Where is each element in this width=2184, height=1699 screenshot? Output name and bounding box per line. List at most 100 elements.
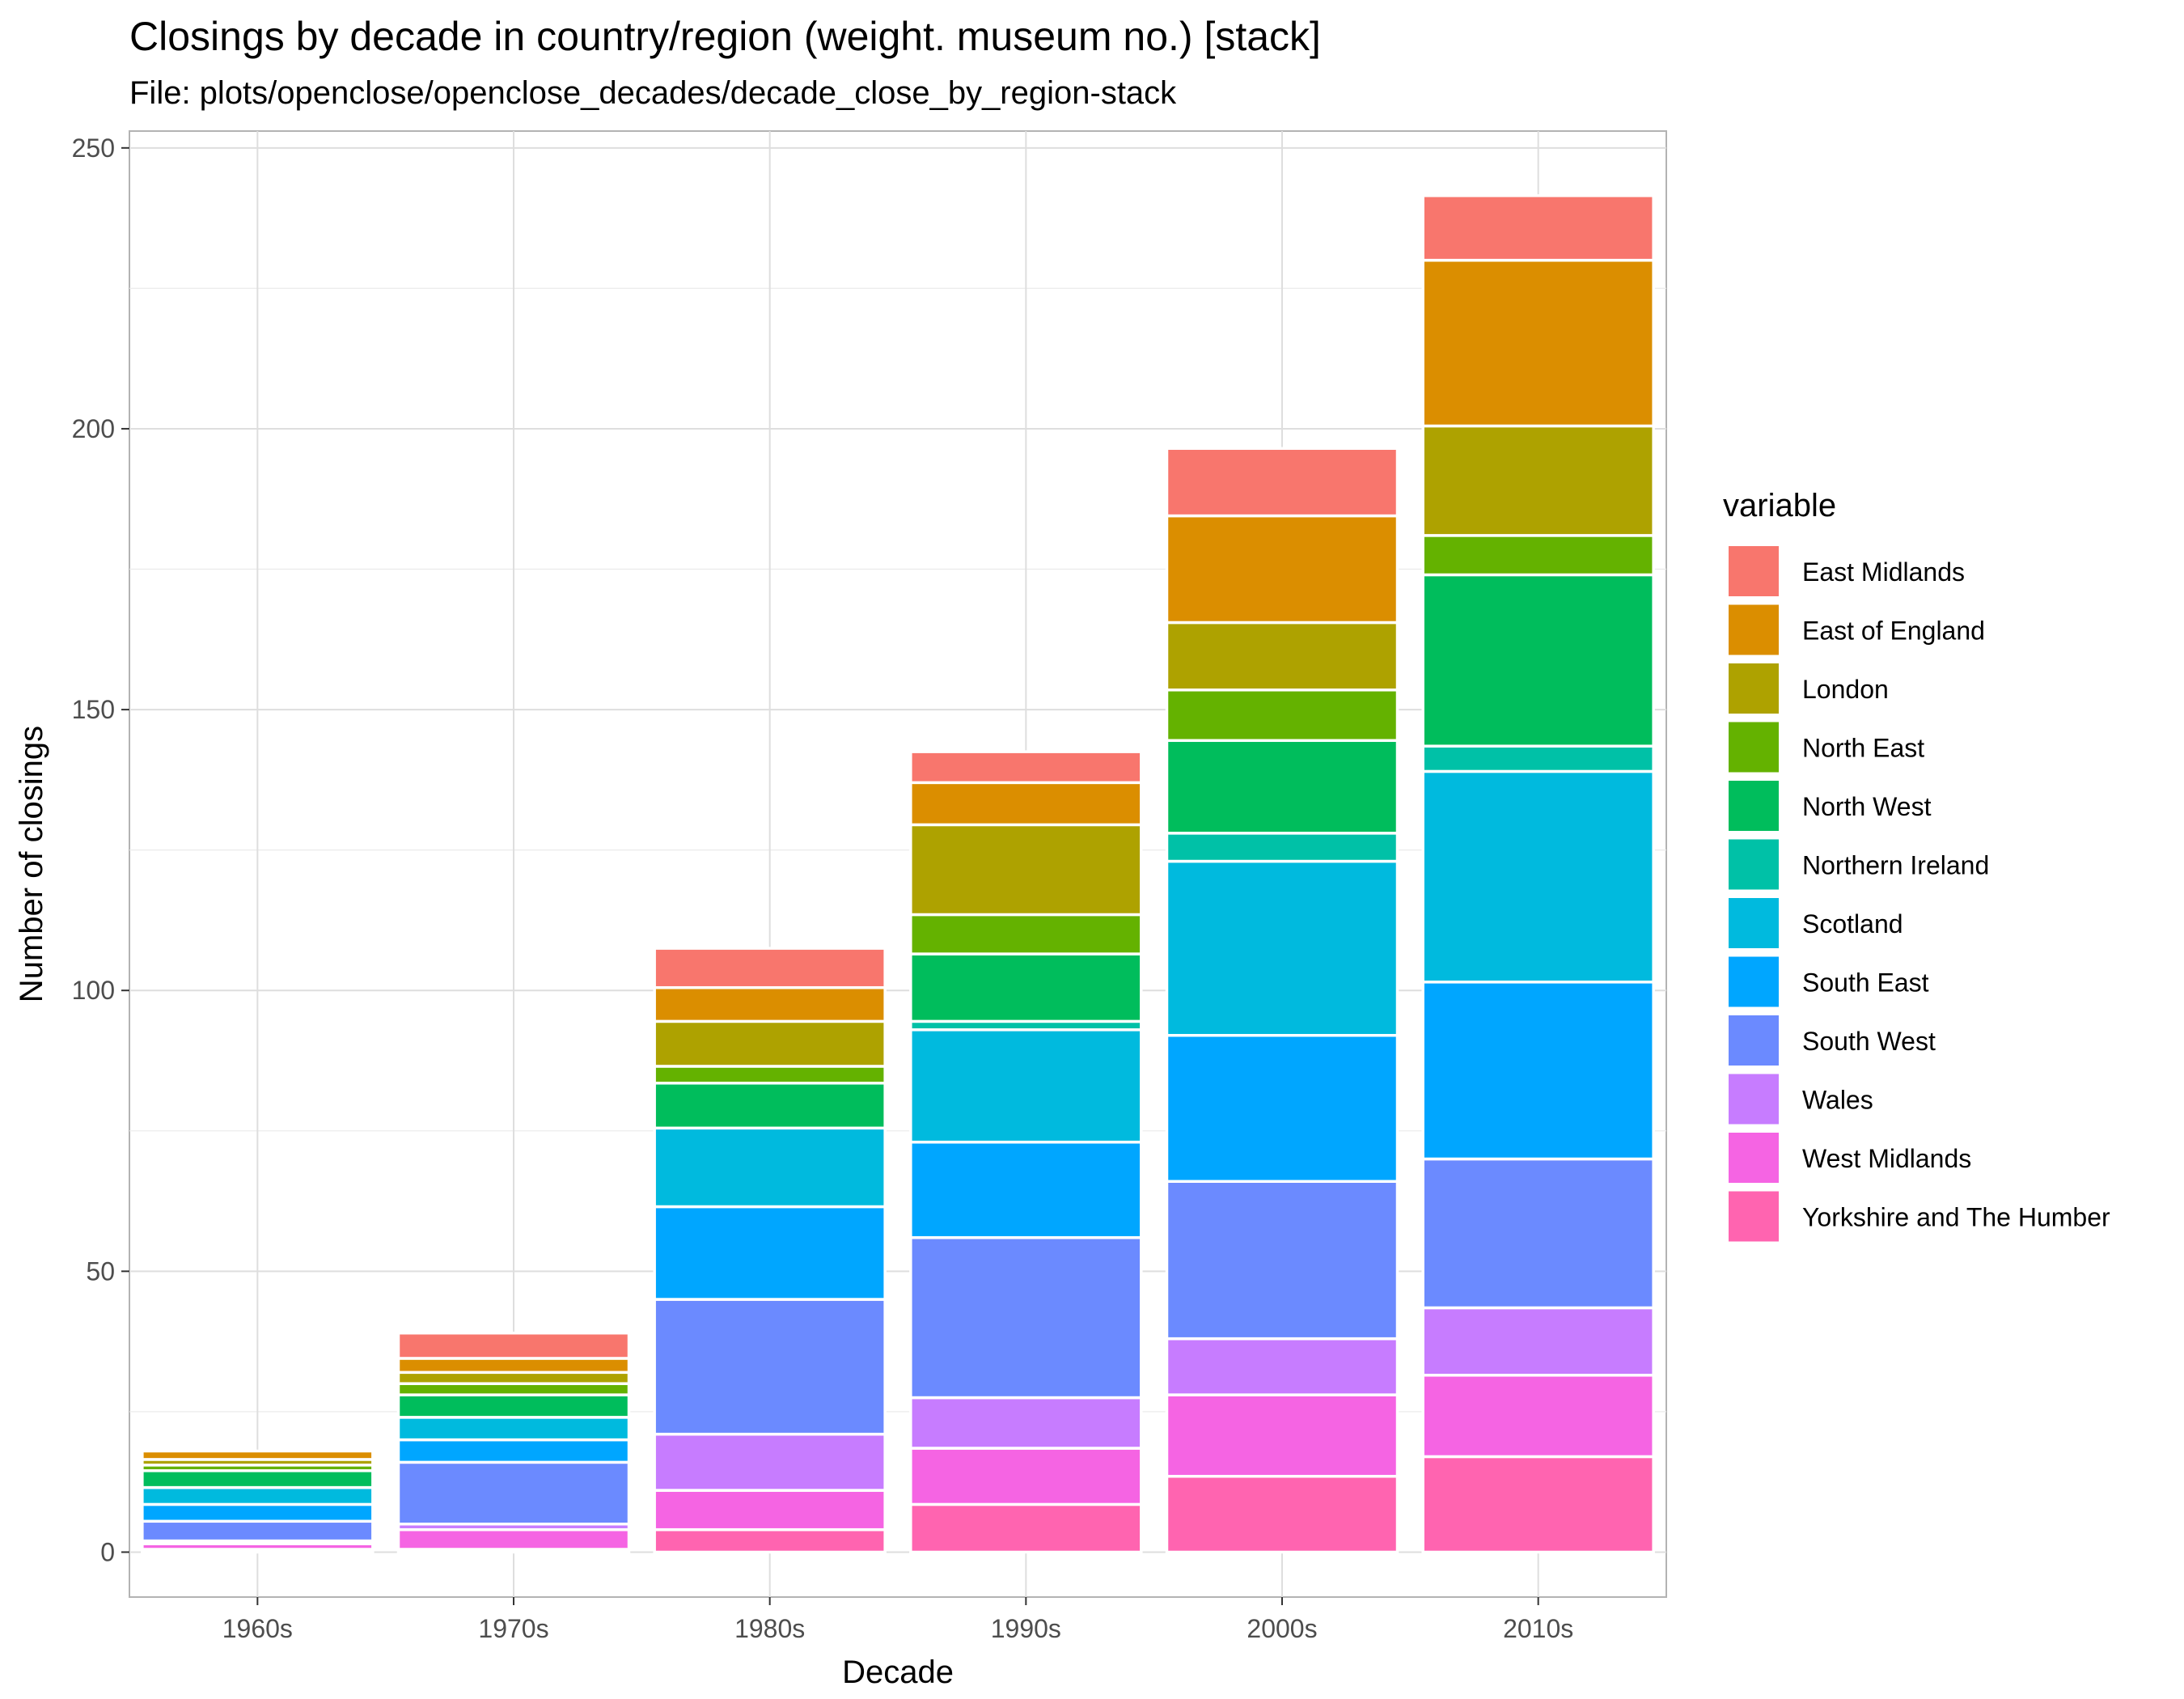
y-tick-label: 150: [72, 695, 115, 724]
y-tick-label: 250: [72, 133, 115, 163]
bar-segment: [909, 913, 1143, 955]
bar-segment: [141, 1502, 375, 1523]
bar-segment: [396, 1331, 631, 1360]
y-tick-label: 50: [86, 1256, 115, 1286]
legend-key: [1729, 604, 1779, 655]
legend-label: East Midlands: [1802, 557, 1965, 587]
legend-label: Yorkshire and The Humber: [1802, 1203, 2110, 1232]
bar-segment: [909, 1028, 1143, 1144]
legend-key: [1729, 663, 1779, 714]
bar-segment: [909, 781, 1143, 827]
x-tick-label: 1970s: [478, 1614, 548, 1643]
bar-segment: [1165, 859, 1399, 1037]
x-axis: 1960s 1970s 1980s 1990s 2000s 2010s: [222, 1597, 1573, 1643]
plot-panel: [129, 130, 1667, 1598]
bar-segment: [141, 1449, 375, 1461]
bar-segment: [653, 1019, 887, 1068]
legend-label: North East: [1802, 734, 1924, 763]
x-axis-title: Decade: [842, 1655, 954, 1690]
bar-segment: [1165, 688, 1399, 743]
y-tick-label: 100: [72, 976, 115, 1005]
bar-segment: [1421, 258, 1655, 428]
y-axis: 0 50 100 150 200 250: [72, 133, 129, 1566]
bar-segment: [653, 947, 887, 989]
bar-segment: [141, 1485, 375, 1506]
bar-segment: [653, 1082, 887, 1130]
legend-key: [1729, 781, 1779, 831]
bar-segment: [396, 1416, 631, 1442]
grid-lines: [129, 131, 1666, 1597]
y-tick-label: 200: [72, 414, 115, 443]
bar-segment: [396, 1460, 631, 1526]
bar-segment: [653, 1527, 887, 1554]
bar-segment: [1421, 194, 1655, 262]
legend-key: [1729, 1074, 1779, 1125]
bar-segment: [1165, 1393, 1399, 1478]
legend-key: [1729, 839, 1779, 890]
legend-label: Wales: [1802, 1086, 1873, 1115]
bar-segment: [909, 1447, 1143, 1506]
bar-segment: [653, 1298, 887, 1436]
bar-segment: [653, 1126, 887, 1209]
legend-label: South East: [1802, 968, 1929, 998]
bars: [141, 194, 1655, 1554]
legend-key: [1729, 1191, 1779, 1242]
legend-label: West Midlands: [1802, 1144, 1971, 1173]
bar-segment: [1165, 1337, 1399, 1396]
bar-segment: [396, 1527, 631, 1551]
legend-key: [1729, 546, 1779, 596]
legend-title: variable: [1723, 488, 1836, 523]
legend-key: [1729, 722, 1779, 773]
x-tick-label: 2000s: [1246, 1614, 1317, 1643]
bar-segment: [1421, 573, 1655, 748]
legend-key: [1729, 1015, 1779, 1066]
bar-segment: [653, 1065, 887, 1085]
legend-key: [1729, 898, 1779, 948]
x-tick-label: 1960s: [222, 1614, 293, 1643]
bar-segment: [909, 1235, 1143, 1400]
bar-segment: [653, 985, 887, 1023]
bar-segment: [909, 952, 1143, 1023]
x-tick-label: 1990s: [991, 1614, 1061, 1643]
legend-key: [1729, 956, 1779, 1007]
bar-segment: [1421, 744, 1655, 773]
chart-title: Closings by decade in country/region (we…: [129, 14, 1321, 59]
bar-segment: [1165, 1474, 1399, 1554]
bar-segment: [653, 1205, 887, 1301]
chart-subtitle: File: plots/openclose/openclose_decades/…: [129, 75, 1177, 111]
x-tick-label: 2010s: [1503, 1614, 1573, 1643]
bar-segment: [1421, 1374, 1655, 1459]
bar-segment: [909, 1396, 1143, 1450]
bar-segment: [1421, 534, 1655, 577]
legend-label: Northern Ireland: [1802, 851, 1989, 880]
bar-segment: [1165, 832, 1399, 863]
legend-key: [1729, 1133, 1779, 1183]
bar-segment: [396, 1393, 631, 1419]
y-tick-label: 0: [100, 1537, 115, 1566]
bar-segment: [1165, 1180, 1399, 1341]
bar-segment: [1165, 514, 1399, 625]
bar-segment: [909, 823, 1143, 917]
bar-segment: [1421, 981, 1655, 1161]
legend-label: South West: [1802, 1027, 1936, 1056]
legend-label: Scotland: [1802, 909, 1903, 938]
bar-segment: [1421, 1306, 1655, 1377]
bar-segment: [141, 1519, 375, 1543]
bar-segment: [396, 1382, 631, 1396]
legend: variable East Midlands East of England Lon…: [1723, 488, 2110, 1242]
x-tick-label: 1980s: [734, 1614, 805, 1643]
y-axis-title: Number of closings: [14, 726, 49, 1002]
bar-segment: [653, 1489, 887, 1532]
bar-segment: [1421, 424, 1655, 537]
bar-segment: [909, 1140, 1143, 1239]
bar-segment: [653, 1432, 887, 1492]
legend-label: London: [1802, 675, 1889, 704]
bar-segment: [909, 750, 1143, 785]
bar-segment: [141, 1469, 375, 1489]
bar-segment: [1421, 769, 1655, 984]
legend-label: North West: [1802, 792, 1932, 821]
bar-segment: [1165, 447, 1399, 518]
bar-segment: [909, 1502, 1143, 1554]
bar-segment: [1165, 621, 1399, 692]
